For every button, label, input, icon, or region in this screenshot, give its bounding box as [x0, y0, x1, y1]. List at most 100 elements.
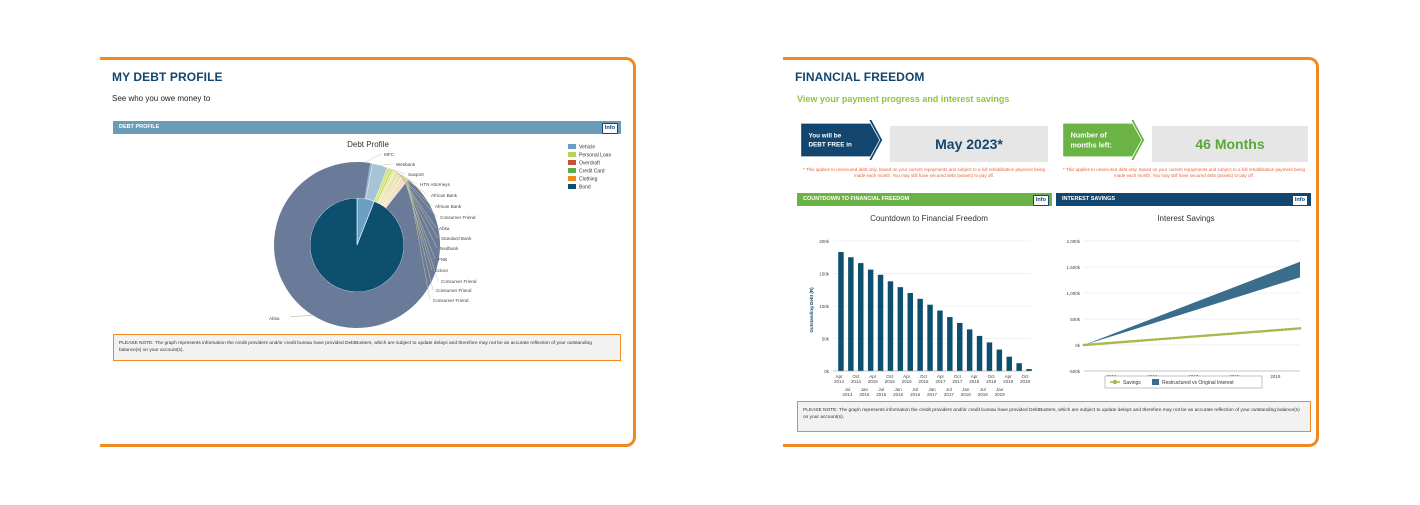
countdown-chart: Countdown to Financial Freedom Outstandi…	[809, 214, 1032, 397]
savings-chart: Interest Savings -500k 0k 500k 1,000k 1,500k…	[1066, 214, 1302, 389]
x-tick-label-bottom: Jul	[878, 387, 884, 392]
countdown-chart-title: Countdown to Financial Freedom	[870, 214, 988, 223]
legend-swatch-personal-loan	[568, 152, 576, 157]
legend-item-bond[interactable]: Bond	[579, 185, 591, 191]
x-tick-label-bottom: Jan	[962, 387, 970, 392]
savings-info-button[interactable]: Info	[1291, 195, 1308, 206]
y-tick-label: 1,000k	[1066, 291, 1080, 296]
legend-item-personal-loan[interactable]: Personal Loan	[579, 153, 611, 159]
x-tick-label-top: Apr	[903, 374, 911, 379]
legend-item-vehicle[interactable]: Vehicle	[579, 145, 595, 151]
countdown-bar[interactable]	[1026, 369, 1032, 371]
countdown-bar[interactable]	[917, 298, 923, 371]
financial-freedom-title: FINANCIAL FREEDOM	[795, 70, 925, 84]
slice-connector	[388, 168, 406, 175]
outer-slice-15[interactable]	[274, 161, 441, 328]
legend-item-clothing[interactable]: Clothing	[579, 177, 598, 183]
savings-point	[1190, 335, 1194, 338]
countdown-bar[interactable]	[877, 274, 884, 371]
debt-profile-card: MY DEBT PROFILE See who you owe money to…	[100, 57, 636, 447]
savings-point	[1093, 342, 1097, 346]
x-tick-label-top: Apr	[1005, 374, 1013, 379]
savings-point	[1154, 338, 1158, 341]
countdown-bar[interactable]	[858, 263, 864, 371]
savings-point	[1179, 336, 1183, 339]
countdown-bar[interactable]	[986, 342, 993, 371]
savings-legend-label[interactable]: Savings	[1123, 380, 1141, 386]
countdown-bar[interactable]	[897, 287, 904, 371]
savings-point	[1183, 335, 1187, 339]
countdown-bar[interactable]	[1016, 363, 1022, 371]
savings-point	[1208, 333, 1212, 337]
x-tick-label-top: Apr	[937, 374, 945, 379]
countdown-bar[interactable]	[848, 257, 854, 371]
x-tick-label-top: Oct	[1021, 374, 1029, 379]
savings-point	[1140, 339, 1143, 342]
savings-point	[1201, 334, 1205, 338]
savings-point	[1233, 332, 1237, 335]
x-tick-label-bottom: Jul	[912, 387, 918, 392]
savings-point	[1259, 330, 1262, 333]
slice-label: HTN Attorneys	[420, 182, 451, 187]
x-tick-label-top: Oct	[920, 374, 928, 379]
countdown-bar[interactable]	[838, 252, 844, 371]
slice-label: Standard Bank	[441, 236, 472, 241]
savings-point	[1266, 329, 1269, 333]
countdown-bar[interactable]	[996, 349, 1003, 371]
savings-chart-title: Interest Savings	[1157, 214, 1214, 223]
countdown-bar[interactable]	[976, 335, 983, 371]
interest-legend-marker	[1152, 379, 1159, 385]
x-tick-label-bottom: Jan	[895, 387, 903, 392]
slice-label: Consumer Friend	[440, 215, 476, 220]
savings-point	[1100, 342, 1104, 345]
y-tick-label: 2,000k	[1066, 239, 1080, 244]
slice-connector	[403, 176, 433, 271]
legend-item-overdraft[interactable]: Overdraft	[579, 161, 600, 167]
months-label-1: Number of	[1070, 130, 1107, 139]
countdown-bar[interactable]	[887, 281, 894, 371]
countdown-bar[interactable]	[867, 269, 874, 371]
inner-slice-1[interactable]	[309, 197, 405, 293]
countdown-bar[interactable]	[907, 293, 913, 371]
slice-label: Consumer Friend	[441, 279, 477, 284]
interest-legend-label[interactable]: Restructured vs Original Interest	[1162, 380, 1234, 386]
x-tick-label-top-year: 2016	[919, 379, 930, 384]
savings-point	[1129, 340, 1133, 343]
countdown-bar[interactable]	[966, 329, 973, 371]
x-tick-label-top: Apr	[971, 374, 979, 379]
savings-point	[1298, 327, 1302, 330]
y-tick-label: 0k	[1075, 343, 1081, 348]
savings-point	[1295, 327, 1298, 330]
countdown-bar[interactable]	[947, 317, 953, 371]
debt-free-banner: You will be DEBT FREE in	[801, 120, 883, 160]
savings-point	[1122, 340, 1125, 344]
savings-point	[1136, 339, 1140, 343]
outer-slice-14[interactable]	[385, 178, 409, 209]
x-tick-label-bottom-year: 2015	[859, 392, 870, 397]
countdown-bar[interactable]	[1006, 356, 1012, 371]
x-tick-label-top-year: 2014	[851, 379, 862, 384]
countdown-info-button[interactable]: Info	[1032, 195, 1049, 206]
savings-section-header: INTEREST SAVINGS Info	[1056, 193, 1311, 206]
savings-point	[1147, 338, 1151, 342]
countdown-bar[interactable]	[937, 310, 943, 371]
legend-item-credit-card[interactable]: Credit Card	[579, 169, 605, 175]
savings-point	[1212, 333, 1215, 337]
x-tick-label-top: Oct	[852, 374, 860, 379]
slice-label: Wesbank	[396, 162, 416, 167]
countdown-bar[interactable]	[927, 304, 933, 371]
info-button[interactable]: Info	[601, 123, 618, 134]
interest-band[interactable]	[1084, 261, 1300, 345]
slice-label: Absa	[269, 316, 280, 321]
slice-label: Consumer Friend	[436, 288, 472, 293]
slice-connector	[380, 163, 394, 166]
savings-point	[1176, 336, 1179, 340]
y-tick-label: -500k	[1069, 369, 1081, 374]
savings-point	[1241, 331, 1244, 335]
debt-profile-section-header: DEBT PROFILE Info	[113, 121, 621, 134]
savings-legend-marker	[1112, 379, 1118, 385]
financial-freedom-note: PLEASE NOTE: The graph represents inform…	[797, 401, 1311, 432]
savings-point	[1215, 333, 1219, 337]
countdown-bar[interactable]	[957, 322, 963, 371]
x-tick-label-bottom-year: 2015	[876, 392, 887, 397]
